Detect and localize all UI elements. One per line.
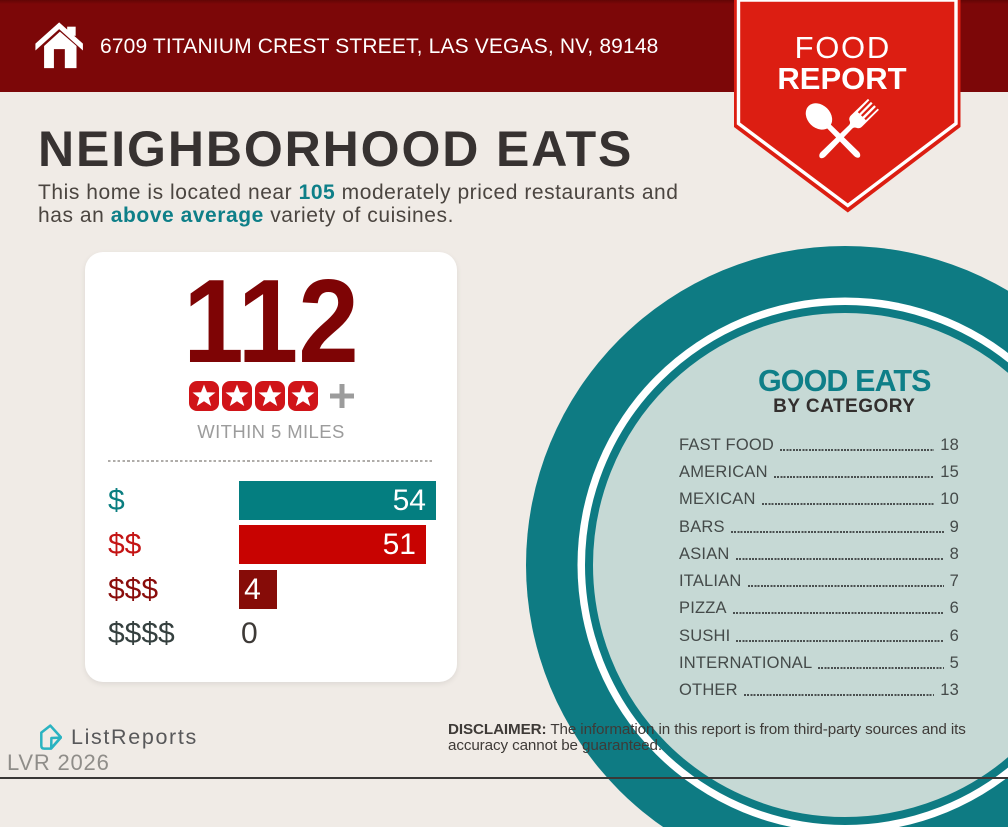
svg-text:FOOD: FOOD (795, 30, 891, 65)
svg-text:REPORT: REPORT (777, 61, 906, 96)
